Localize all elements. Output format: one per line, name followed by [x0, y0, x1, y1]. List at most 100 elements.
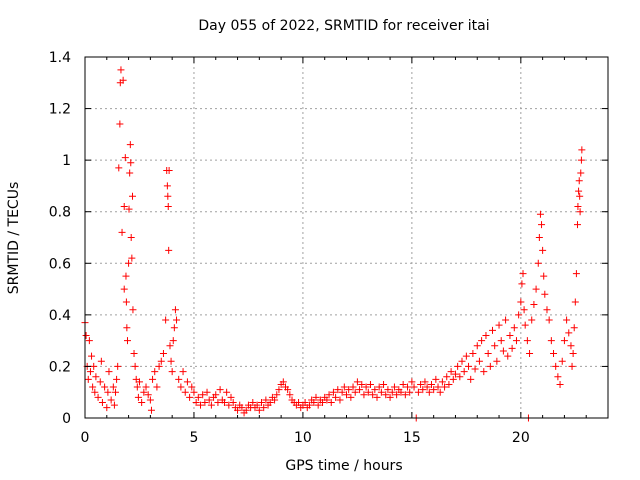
- data-point: [147, 406, 155, 414]
- data-point: [84, 375, 92, 383]
- tick-labels: 0 5 10 15 20 0 0.2 0.4 0.6 0.8 1 1.2 1.4: [49, 50, 530, 446]
- data-point: [572, 270, 580, 278]
- data-point: [512, 337, 520, 345]
- data-point: [369, 391, 377, 399]
- x-tick-label: 5: [189, 430, 198, 446]
- data-point: [105, 368, 113, 376]
- data-point: [491, 342, 499, 350]
- data-point: [149, 375, 157, 383]
- data-point: [97, 357, 105, 365]
- data-point: [508, 344, 516, 352]
- grid-lines: [85, 57, 608, 418]
- data-point: [578, 146, 586, 154]
- y-tick-label: 0.8: [49, 205, 71, 221]
- data-point: [121, 154, 129, 162]
- data-point: [165, 246, 173, 254]
- data-point: [165, 166, 173, 174]
- data-point: [118, 228, 126, 236]
- data-point: [279, 378, 287, 386]
- data-point: [275, 386, 283, 394]
- data-point: [532, 285, 540, 293]
- data-point: [89, 383, 97, 391]
- data-point: [85, 337, 93, 345]
- data-point: [574, 203, 582, 211]
- data-point: [397, 388, 405, 396]
- y-tick-label: 0.2: [49, 359, 71, 375]
- data-point: [520, 306, 528, 314]
- data-point: [495, 321, 503, 329]
- data-point: [493, 357, 501, 365]
- data-point: [325, 391, 333, 399]
- data-point: [390, 383, 398, 391]
- data-point: [140, 388, 148, 396]
- data-point: [538, 221, 546, 229]
- data-point: [125, 205, 133, 213]
- data-point: [229, 399, 237, 407]
- data-point: [349, 383, 357, 391]
- data-point: [260, 404, 268, 412]
- data-point: [234, 406, 242, 414]
- data-point: [373, 393, 381, 401]
- data-point: [183, 378, 191, 386]
- data-point: [310, 399, 318, 407]
- data-point: [423, 383, 431, 391]
- data-point: [489, 326, 497, 334]
- data-point: [153, 383, 161, 391]
- data-point: [568, 362, 576, 370]
- data-point: [151, 368, 159, 376]
- data-point: [107, 396, 115, 404]
- data-point: [196, 401, 204, 409]
- data-point: [144, 391, 152, 399]
- data-point: [129, 306, 137, 314]
- data-point: [159, 350, 167, 358]
- data-point: [552, 362, 560, 370]
- data-point: [164, 203, 172, 211]
- data-point: [103, 404, 111, 412]
- data-point: [467, 375, 475, 383]
- data-point: [576, 208, 584, 216]
- data-point: [460, 368, 468, 376]
- data-point: [123, 324, 131, 332]
- data-point: [530, 301, 538, 309]
- data-point: [91, 388, 99, 396]
- data-point: [223, 388, 231, 396]
- data-point: [119, 76, 127, 84]
- data-point: [114, 362, 122, 370]
- data-point: [575, 187, 583, 195]
- data-point: [271, 396, 279, 404]
- data-point: [142, 383, 150, 391]
- data-point: [515, 311, 523, 319]
- data-point: [473, 342, 481, 350]
- data-point: [536, 210, 544, 218]
- data-point: [334, 386, 342, 394]
- data-point: [253, 401, 261, 409]
- data-point: [571, 298, 579, 306]
- data-point: [167, 357, 175, 365]
- data-point: [410, 383, 418, 391]
- data-point: [430, 386, 438, 394]
- data-point: [535, 234, 543, 241]
- data-point: [188, 383, 196, 391]
- data-point: [345, 386, 353, 394]
- data-point: [417, 380, 425, 388]
- x-tick-label: 10: [294, 430, 312, 446]
- data-point: [286, 391, 294, 399]
- data-point: [353, 378, 361, 386]
- data-point: [458, 357, 466, 365]
- data-point: [465, 362, 473, 370]
- data-point: [295, 399, 303, 407]
- data-point: [110, 401, 118, 409]
- data-point: [480, 368, 488, 376]
- data-point: [186, 393, 194, 401]
- data-point: [319, 399, 327, 407]
- data-point: [164, 192, 172, 200]
- data-point: [88, 352, 96, 360]
- data-point: [126, 169, 134, 177]
- data-point: [449, 375, 457, 383]
- data-point: [120, 203, 128, 211]
- data-point: [284, 386, 292, 394]
- data-point: [173, 316, 181, 324]
- data-point: [401, 391, 409, 399]
- data-point: [362, 383, 370, 391]
